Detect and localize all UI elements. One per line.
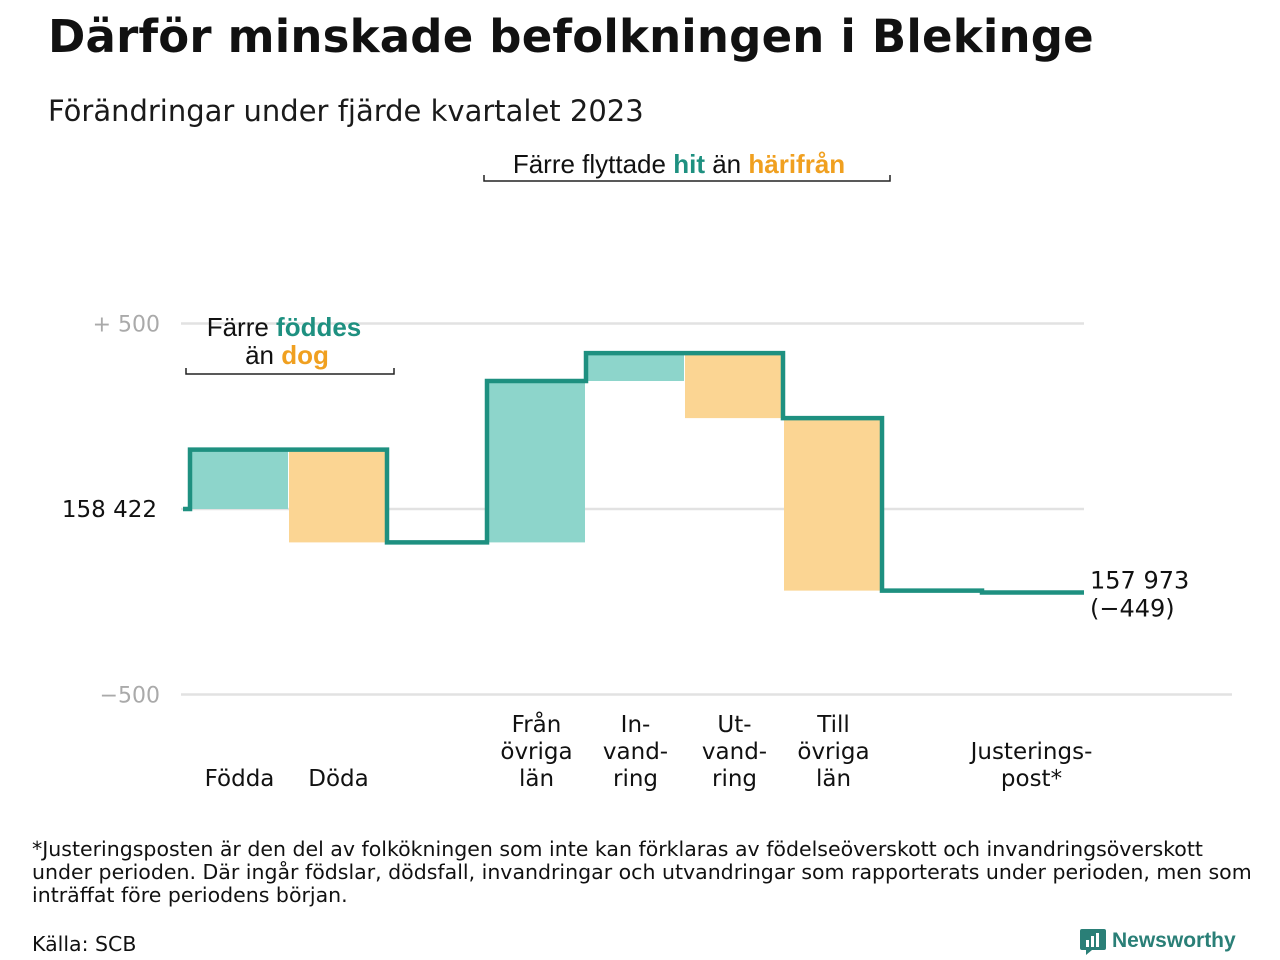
category-label: Födda xyxy=(205,766,275,792)
outflow-keyword: härifrån xyxy=(748,149,845,179)
inflow-bar xyxy=(190,449,288,509)
category-label-line: Ut- xyxy=(717,712,751,738)
category-label-line: vand- xyxy=(603,739,668,765)
category-label-line: övriga xyxy=(500,739,572,765)
annotation-text: Färre xyxy=(207,312,276,342)
footnote: *Justeringsposten är den del av folkökni… xyxy=(32,837,1252,907)
category-label-line: In- xyxy=(621,712,651,738)
value-labels: 157 973(−449) xyxy=(1090,566,1189,622)
y-tick-label: −500 xyxy=(100,684,160,709)
category-label-line: post* xyxy=(1001,766,1062,792)
category-label: Döda xyxy=(308,766,368,792)
end-value-label: 157 973 xyxy=(1090,566,1189,594)
outflow-bar xyxy=(685,353,783,419)
category-label-line: Justerings- xyxy=(969,739,1093,765)
category-label-line: ring xyxy=(613,766,658,792)
brand-name: Newsworthy xyxy=(1112,929,1236,952)
annotation-line: Färre föddes xyxy=(207,312,362,342)
chart-title: Därför minskade befolkningen i Blekinge xyxy=(48,10,1094,63)
category-label-line: Från xyxy=(512,710,562,738)
source-label: Källa: SCB xyxy=(32,932,137,956)
bars xyxy=(190,353,882,591)
annotation-text: Färre flyttade xyxy=(513,149,673,179)
outflow-bar xyxy=(289,449,387,543)
category-label: In-vand-ring xyxy=(603,712,668,792)
category-labels: Födda DödaFrånövrigalänIn-vand-ringUt-van… xyxy=(205,710,1093,792)
inflow-keyword: föddes xyxy=(276,312,361,342)
annotation-line: än dog xyxy=(245,340,329,370)
category-label: Justerings-post* xyxy=(969,739,1093,792)
annotation-bracket xyxy=(185,368,395,375)
annotation-migration: Färre flyttade hit än härifrån xyxy=(483,149,891,182)
annotation-bracket xyxy=(483,175,891,182)
category-label-line: Födda xyxy=(205,766,275,792)
end-change-label: (−449) xyxy=(1090,594,1175,622)
running-total-line xyxy=(183,350,1084,595)
category-label-line: län xyxy=(816,766,851,792)
annotation-text: än xyxy=(245,340,281,370)
category-label-line: Till xyxy=(816,712,850,738)
y-tick-label: + 500 xyxy=(93,313,160,338)
category-label-line: Döda xyxy=(308,766,368,792)
inflow-bar xyxy=(487,381,585,543)
chart-subtitle: Förändringar under fjärde kvartalet 2023 xyxy=(48,94,644,128)
category-label-line: län xyxy=(519,766,554,792)
category-label-line: ring xyxy=(712,766,757,792)
outflow-bar xyxy=(784,418,882,591)
category-label: Ut-vand-ring xyxy=(702,712,767,792)
inflow-bar xyxy=(586,353,684,382)
outflow-keyword: dog xyxy=(281,340,329,370)
category-label-line: vand- xyxy=(702,739,767,765)
start-value-label: 158 422 xyxy=(62,497,157,523)
step-line xyxy=(183,350,1084,595)
inflow-keyword: hit xyxy=(673,149,712,179)
brand-logo: Newsworthy xyxy=(1080,926,1236,956)
annotation-text: än xyxy=(712,149,748,179)
newsworthy-icon xyxy=(1080,929,1106,955)
y-tick-labels: + 500 −500 158 422 xyxy=(62,313,160,709)
category-label-line: övriga xyxy=(797,739,869,765)
annotation-line: Färre flyttade hit än härifrån xyxy=(513,149,845,179)
